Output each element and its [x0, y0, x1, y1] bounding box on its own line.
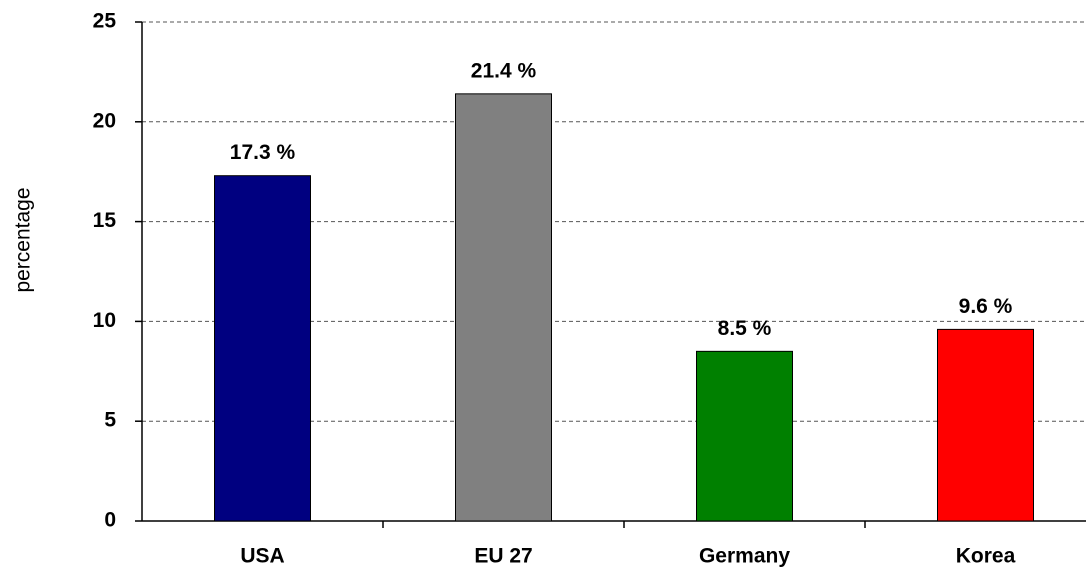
y-tick-label: 15 — [93, 209, 117, 232]
bar — [937, 328, 1034, 522]
bar — [696, 350, 793, 522]
y-tick-label: 0 — [104, 509, 116, 532]
bar — [214, 175, 311, 522]
x-tick-label: Germany — [699, 545, 790, 568]
data-label: 17.3 % — [230, 141, 296, 164]
y-tick-label: 10 — [93, 309, 116, 332]
y-tick-label: 20 — [93, 109, 116, 132]
bar — [455, 93, 552, 522]
x-tick-label: USA — [240, 545, 284, 568]
data-label: 8.5 % — [718, 317, 772, 340]
x-tick-label: EU 27 — [474, 545, 532, 568]
y-tick-label: 25 — [93, 10, 117, 33]
data-label: 9.6 % — [959, 295, 1013, 318]
data-label: 21.4 % — [471, 59, 537, 82]
x-tick-label: Korea — [956, 545, 1016, 568]
y-tick-label: 5 — [104, 409, 116, 432]
y-axis-label: percentage — [12, 187, 35, 292]
